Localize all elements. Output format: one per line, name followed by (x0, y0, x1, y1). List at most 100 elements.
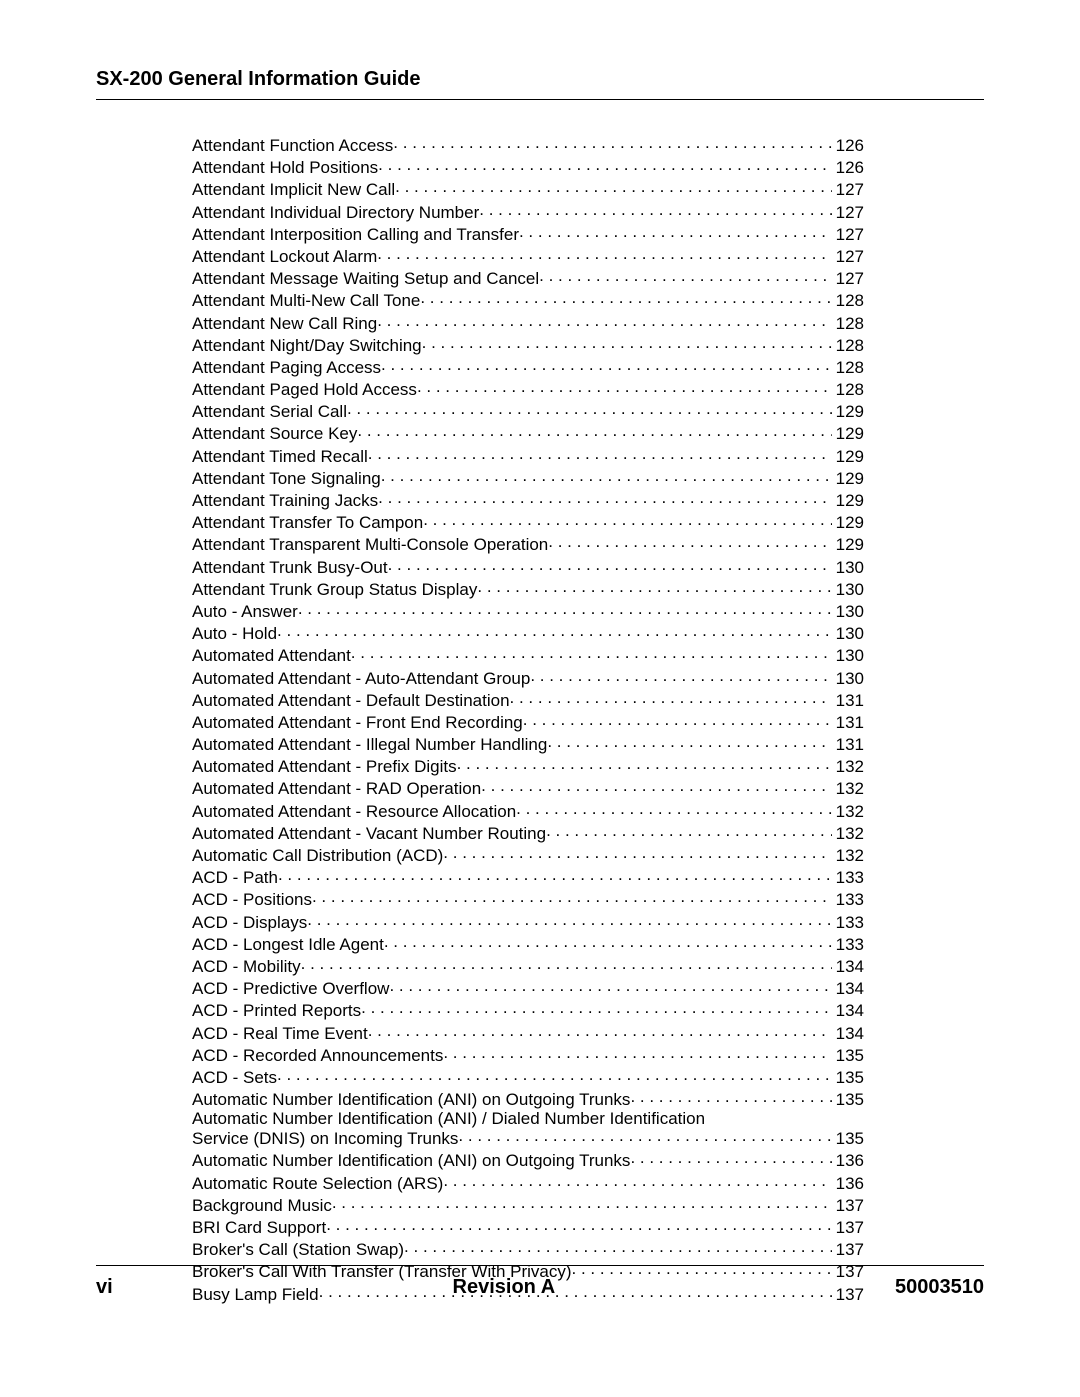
toc-entry-title: Automated Attendant - Resource Allocatio… (192, 803, 516, 820)
toc-entry-page: 129 (832, 425, 864, 442)
toc-entry: Attendant Message Waiting Setup and Canc… (192, 267, 864, 287)
document-page: SX-200 General Information Guide Attenda… (0, 0, 1080, 1397)
toc-leader-dots (378, 156, 831, 173)
toc-entry: Attendant Multi-New Call Tone128 (192, 289, 864, 309)
toc-entry-page: 137 (832, 1241, 864, 1258)
toc-entry: ACD - Mobility134 (192, 955, 864, 975)
toc-entry-page: 131 (832, 692, 864, 709)
toc-leader-dots (530, 667, 831, 684)
toc-entry-title: ACD - Positions (192, 891, 312, 908)
toc-entry-page: 128 (832, 381, 864, 398)
toc-entry: Attendant Paged Hold Access 128 (192, 378, 864, 398)
toc-leader-dots (443, 844, 831, 861)
toc-entry-title: Automated Attendant (192, 647, 351, 664)
toc-entry-page: 132 (832, 758, 864, 775)
toc-leader-dots (388, 556, 832, 573)
toc-entry: Automatic Number Identification (ANI) on… (192, 1088, 864, 1108)
toc-entry: Attendant Lockout Alarm127 (192, 245, 864, 265)
toc-entry: Automated Attendant - Front End Recordin… (192, 711, 864, 731)
toc-leader-dots (422, 334, 832, 351)
toc-entry-title: Automated Attendant - Prefix Digits (192, 758, 457, 775)
toc-leader-dots (547, 733, 831, 750)
toc-entry: Attendant Transparent Multi-Console Oper… (192, 533, 864, 553)
toc-leader-dots (307, 911, 831, 928)
toc-entry-title: Attendant Training Jacks (192, 492, 378, 509)
toc-entry-page: 127 (832, 248, 864, 265)
toc-entry-page: 135 (832, 1091, 864, 1108)
toc-entry: Attendant Implicit New Call127 (192, 178, 864, 198)
toc-entry: Attendant Hold Positions 126 (192, 156, 864, 176)
toc-entry-page: 133 (832, 914, 864, 931)
toc-leader-dots (548, 533, 831, 550)
page-header-title: SX-200 General Information Guide (96, 68, 984, 99)
toc-entry: Auto - Hold130 (192, 622, 864, 642)
header-rule (96, 99, 984, 100)
toc-leader-dots (368, 1022, 832, 1039)
toc-leader-dots (481, 777, 831, 794)
toc-entry-page: 130 (832, 581, 864, 598)
toc-leader-dots (389, 977, 831, 994)
toc-entry-page: 132 (832, 780, 864, 797)
toc-leader-dots (516, 800, 831, 817)
toc-entry-title: Automated Attendant - Vacant Number Rout… (192, 825, 546, 842)
toc-entry-title: Attendant Tone Signaling (192, 470, 381, 487)
toc-entry-title: Automatic Route Selection (ARS) (192, 1175, 443, 1192)
toc-entry-page: 126 (832, 159, 864, 176)
toc-entry-page: 131 (832, 714, 864, 731)
toc-leader-dots (277, 622, 832, 639)
toc-entry: Attendant Interposition Calling and Tran… (192, 223, 864, 243)
toc-leader-dots (417, 378, 832, 395)
toc-entry: Automated Attendant - RAD Operation132 (192, 777, 864, 797)
toc-entry: Attendant New Call Ring128 (192, 312, 864, 332)
toc-leader-dots (351, 644, 832, 661)
toc-entry: Automated Attendant - Auto-Attendant Gro… (192, 667, 864, 687)
footer-page-number: vi (96, 1276, 113, 1299)
toc-entry-page: 127 (832, 204, 864, 221)
toc-entry-page: 128 (832, 292, 864, 309)
toc-leader-dots (332, 1194, 832, 1211)
toc-entry-title: ACD - Path (192, 869, 278, 886)
toc-entry-title: Automated Attendant - Auto-Attendant Gro… (192, 670, 530, 687)
toc-entry: ACD - Longest Idle Agent133 (192, 933, 864, 953)
toc-entry-title: Attendant Timed Recall (192, 448, 368, 465)
toc-entry-title: Attendant Source Key (192, 425, 357, 442)
toc-entry-title: Automated Attendant - Default Destinatio… (192, 692, 510, 709)
toc-entry-page: 133 (832, 891, 864, 908)
toc-entry-title: Attendant Hold Positions (192, 159, 378, 176)
toc-leader-dots (368, 445, 832, 462)
toc-entry: Automated Attendant - Illegal Number Han… (192, 733, 864, 753)
toc-leader-dots (312, 888, 832, 905)
toc-entry-page: 132 (832, 825, 864, 842)
toc-entry-page: 129 (832, 536, 864, 553)
toc-entry-page: 137 (832, 1197, 864, 1214)
toc-entry-title: BRI Card Support (192, 1219, 326, 1236)
toc-leader-dots (384, 933, 832, 950)
page-footer: vi Revision A 50003510 (96, 1265, 984, 1299)
toc-entry-title: Attendant Transparent Multi-Console Oper… (192, 536, 548, 553)
toc-entry: ACD - Printed Reports134 (192, 999, 864, 1019)
footer-rule (96, 1265, 984, 1266)
toc-entry: ACD - Real Time Event134 (192, 1022, 864, 1042)
toc-leader-dots (326, 1216, 831, 1233)
toc-entry: Attendant Night/Day Switching128 (192, 334, 864, 354)
toc-leader-dots (420, 289, 831, 306)
toc-entry: Automated Attendant - Vacant Number Rout… (192, 822, 864, 842)
toc-leader-dots (393, 134, 831, 151)
toc-entry-page: 129 (832, 470, 864, 487)
toc-leader-dots (377, 245, 831, 262)
toc-entry-title: Attendant Message Waiting Setup and Canc… (192, 270, 539, 287)
toc-leader-dots (519, 223, 832, 240)
toc-entry: Automated Attendant - Prefix Digits 132 (192, 755, 864, 775)
footer-revision: Revision A (453, 1276, 556, 1299)
toc-leader-dots (630, 1088, 831, 1105)
toc-leader-dots (457, 755, 832, 772)
toc-entry-page: 133 (832, 869, 864, 886)
toc-entry-page: 136 (832, 1152, 864, 1169)
toc-entry: Attendant Tone Signaling 129 (192, 467, 864, 487)
toc-entry-title: ACD - Recorded Announcements (192, 1047, 443, 1064)
toc-entry-title: Attendant Paging Access (192, 359, 381, 376)
toc-leader-dots (546, 822, 832, 839)
toc-leader-dots (630, 1149, 831, 1166)
toc-entry-title: Attendant Paged Hold Access (192, 381, 417, 398)
table-of-contents: Attendant Function Access126Attendant Ho… (192, 134, 864, 1303)
